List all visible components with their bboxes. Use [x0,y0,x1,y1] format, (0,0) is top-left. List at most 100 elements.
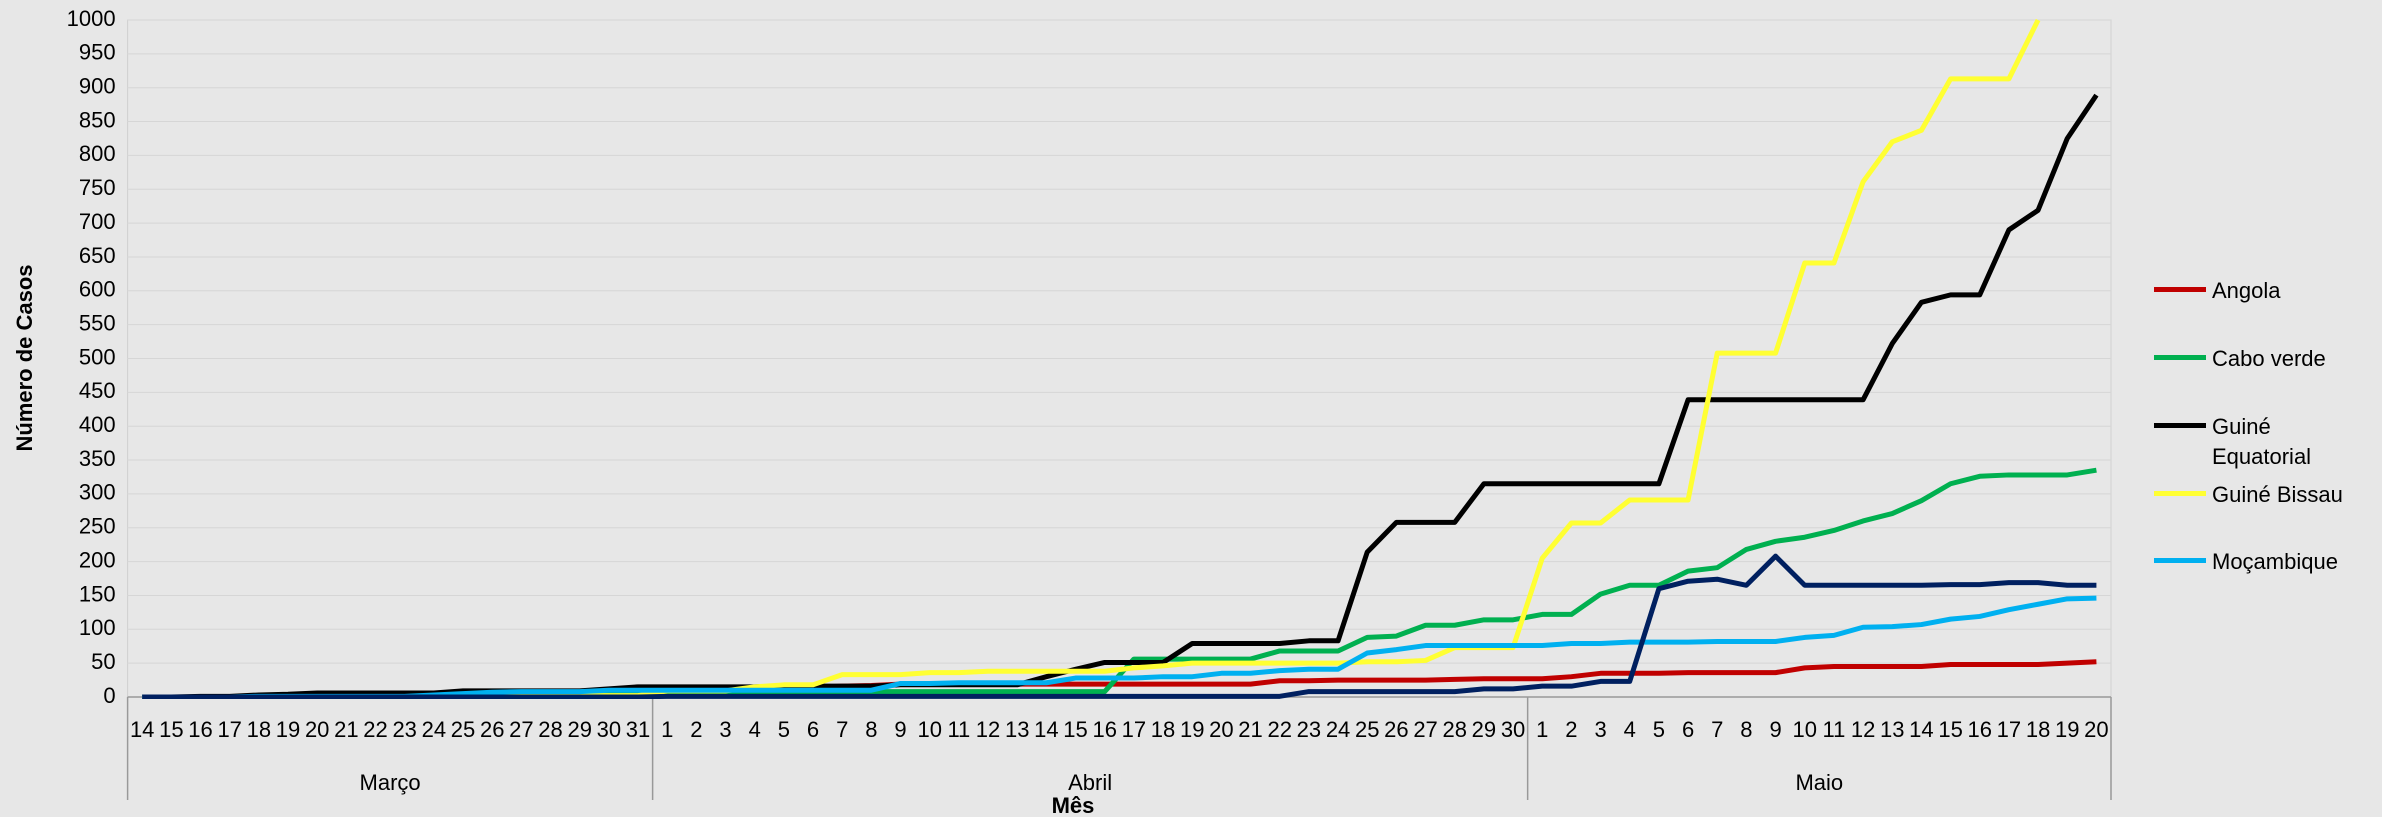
legend-label: Guiné Bissau [2212,482,2343,507]
y-tick-label: 350 [79,446,116,471]
x-tick-label: 22 [1267,717,1291,742]
legend-item: Angola [2154,276,2382,306]
x-tick-label: 14 [1034,717,1058,742]
y-tick-label: 800 [79,141,116,166]
y-tick-label: 500 [79,344,116,369]
x-tick-label: 23 [392,717,416,742]
legend-label: Cabo verde [2212,346,2326,371]
x-tick-label: 7 [1711,717,1723,742]
legend-swatch [2154,355,2206,360]
x-tick-label: 19 [2055,717,2079,742]
series-line [142,595,2097,699]
x-tick-label: 26 [480,717,504,742]
y-tick-label: 250 [79,514,116,539]
x-tick-label: 1 [1536,717,1548,742]
x-tick-label: 13 [1005,717,1029,742]
x-tick-label: 17 [1122,717,1146,742]
x-tick-label: 19 [276,717,300,742]
x-tick-label: 11 [1822,717,1845,742]
x-tick-label: 28 [1442,717,1466,742]
x-tick-label: 15 [1938,717,1962,742]
y-tick-label: 200 [79,547,116,572]
y-tick-label: 100 [79,615,116,640]
y-tick-label: 750 [79,175,116,200]
x-tick-label: 16 [1092,717,1116,742]
legend-swatch [2154,491,2206,496]
x-tick-label: 28 [538,717,562,742]
x-tick-label: 15 [1063,717,1087,742]
x-tick-label: 12 [976,717,1000,742]
x-tick-label: 26 [1384,717,1408,742]
x-tick-label: 6 [807,717,819,742]
x-tick-label: 27 [1413,717,1437,742]
legend-label: Guiné Equatorial [2212,414,2312,469]
legend-swatch [2154,558,2206,563]
x-tick-label: 12 [1851,717,1875,742]
x-tick-label: 8 [1740,717,1752,742]
x-tick-label: 9 [894,717,906,742]
x-tick-label: 4 [1624,717,1636,742]
x-tick-label: 22 [363,717,387,742]
x-tick-label: 18 [1151,717,1175,742]
x-tick-label: 18 [247,717,271,742]
x-tick-label: 20 [305,717,329,742]
y-tick-label: 900 [79,74,116,99]
x-tick-label: 5 [778,717,790,742]
y-tick-label: 850 [79,107,116,132]
legend-label: Moçambique [2212,549,2338,574]
x-tick-label: 27 [509,717,533,742]
x-tick-label: 25 [1355,717,1379,742]
x-tick-label: 17 [217,717,241,742]
y-tick-label: 1000 [67,6,116,31]
x-tick-label: 4 [749,717,761,742]
y-tick-label: 300 [79,480,116,505]
x-tick-label: 21 [1238,717,1262,742]
x-tick-label: 15 [159,717,183,742]
group-label: Maio [1795,770,1843,795]
x-tick-label: 2 [690,717,702,742]
x-tick-label: 16 [188,717,212,742]
x-tick-label: 6 [1682,717,1694,742]
y-tick-label: 650 [79,243,116,268]
series-line [142,553,2097,699]
x-tick-label: 30 [1501,717,1525,742]
x-tick-label: 31 [626,717,650,742]
x-tick-label: 7 [836,717,848,742]
x-tick-label: 24 [1326,717,1350,742]
y-tick-label: 700 [79,209,116,234]
x-tick-label: 10 [917,717,941,742]
legend-label: Angola [2212,278,2281,303]
x-tick-label: 24 [422,717,446,742]
x-tick-label: 13 [1880,717,1904,742]
x-tick-label: 18 [2026,717,2050,742]
y-tick-label: 50 [91,649,115,674]
legend-item: Guiné Bissau [2154,480,2382,510]
x-tick-label: 19 [1180,717,1204,742]
x-tick-label: 20 [1209,717,1233,742]
y-tick-label: 550 [79,310,116,335]
y-tick-label: 0 [103,683,115,708]
group-label: Março [360,770,421,795]
y-tick-label: 950 [79,40,116,65]
x-tick-label: 8 [865,717,877,742]
x-tick-label: 23 [1297,717,1321,742]
x-tick-label: 21 [334,717,358,742]
x-tick-label: 3 [1594,717,1606,742]
series-line [142,93,2099,699]
legend-item: Moçambique [2154,547,2382,577]
legend-swatch [2154,287,2206,292]
legend-item: Cabo verde [2154,344,2382,374]
x-tick-label: 11 [947,717,970,742]
x-tick-label: 30 [597,717,621,742]
x-axis-label: Mês [1052,793,1095,817]
x-tick-label: 3 [719,717,731,742]
y-tick-label: 150 [79,581,116,606]
x-tick-label: 16 [1968,717,1992,742]
y-tick-label: 450 [79,378,116,403]
x-tick-label: 1 [661,717,673,742]
legend-swatch [2154,423,2206,428]
y-tick-label: 400 [79,412,116,437]
y-tick-label: 600 [79,277,116,302]
